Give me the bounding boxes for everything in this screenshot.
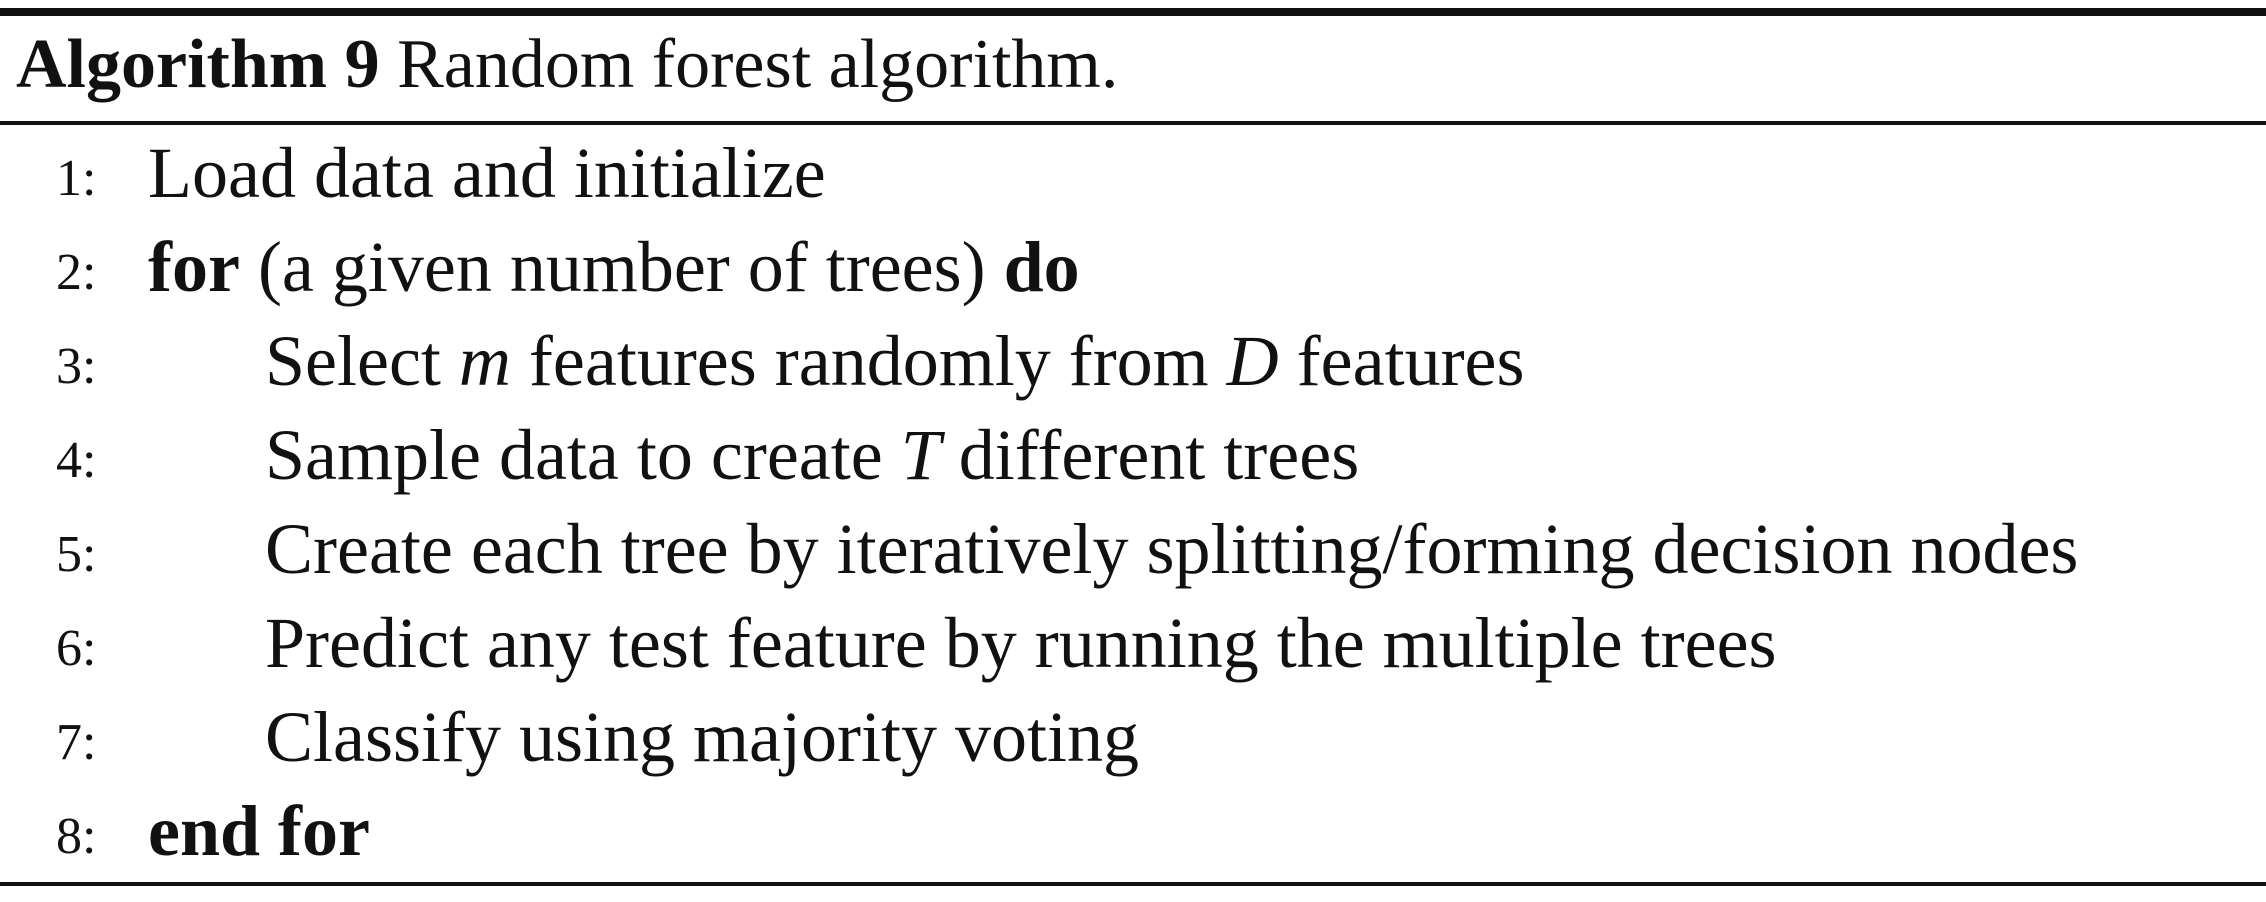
algorithm-line-1: 1: Load data and initialize [0, 125, 2266, 219]
variable-m: m [458, 321, 511, 401]
line-text: for (a given number of trees) do [148, 227, 1080, 307]
line-number: 8: [56, 808, 97, 865]
algorithm-line-2: 2: for (a given number of trees) do [0, 219, 2266, 313]
line-prefix: Sample data to create [265, 415, 901, 495]
variable-t: T [900, 415, 941, 495]
line-number: 3: [56, 338, 97, 395]
line-number: 1: [56, 150, 97, 207]
algorithm-caption: Algorithm 9 Random forest algorithm. [16, 22, 1118, 108]
line-number: 7: [56, 714, 97, 771]
line-suffix: different trees [940, 415, 1360, 495]
line-middle: features randomly from [510, 321, 1227, 401]
algorithm-line-8: 8: end for [0, 783, 2266, 877]
algorithm-line-5: 5: Create each tree by iteratively split… [0, 501, 2266, 595]
algorithm-line-3: 3: Select m features randomly from D fea… [0, 313, 2266, 407]
line-text: Create each tree by iteratively splittin… [265, 509, 2079, 589]
line-prefix: Select [265, 321, 459, 401]
line-text: Classify using majority voting [265, 697, 1139, 777]
variable-d: D [1226, 321, 1279, 401]
line-suffix: features [1278, 321, 1525, 401]
line-text: Sample data to create T different trees [265, 415, 1359, 495]
line-text: Select m features randomly from D featur… [265, 321, 1525, 401]
algorithm-line-6: 6: Predict any test feature by running t… [0, 595, 2266, 689]
line-text: Predict any test feature by running the … [265, 603, 1777, 683]
line-number: 6: [56, 620, 97, 677]
top-rule [0, 8, 2266, 16]
keyword-for: for [148, 227, 240, 307]
line-number: 5: [56, 526, 97, 583]
keyword-do: do [1003, 227, 1080, 307]
bottom-rule [0, 882, 2266, 886]
algorithm-line-7: 7: Classify using majority voting [0, 689, 2266, 783]
line-text: Load data and initialize [148, 133, 826, 213]
caption-rule [0, 121, 2266, 125]
line-number: 4: [56, 432, 97, 489]
algorithm-title: Random forest algorithm. [379, 26, 1119, 103]
loop-condition: (a given number of trees) [239, 227, 1004, 307]
algorithm-label: Algorithm 9 [16, 26, 380, 103]
line-number: 2: [56, 244, 97, 301]
keyword-end-for: end for [148, 791, 370, 871]
algorithm-line-4: 4: Sample data to create T different tre… [0, 407, 2266, 501]
